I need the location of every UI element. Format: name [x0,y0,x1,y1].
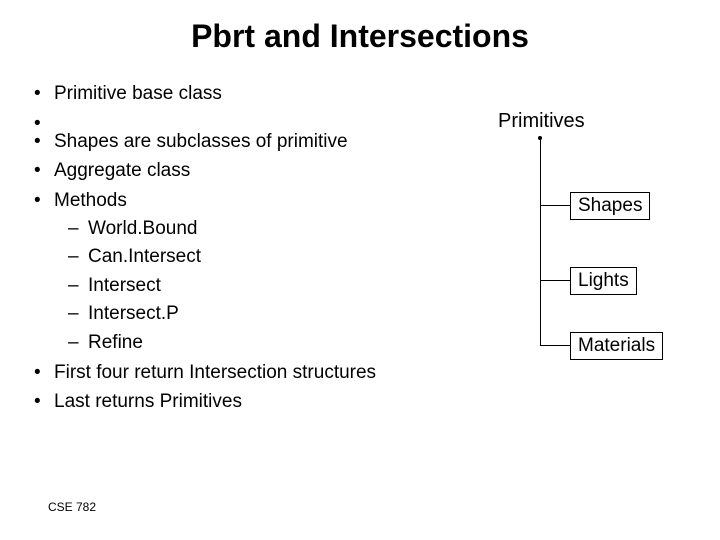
sub-item: Refine [62,330,450,356]
bullet-item: Methods World.Bound Can.Intersect Inters… [30,188,450,356]
bullet-item: Primitive base class [30,81,450,107]
diagram-node-lights: Lights [570,267,637,295]
diagram-hline [540,345,570,346]
methods-sublist: World.Bound Can.Intersect Intersect Inte… [54,216,450,356]
footer-course-code: CSE 782 [48,500,96,514]
diagram-hline [540,280,570,281]
bullet-item: Aggregate class [30,158,450,184]
bullet-list: Primitive base class Shapes are subclass… [30,81,450,415]
sub-item: Intersect [62,273,450,299]
diagram-node-materials: Materials [570,332,663,360]
diagram-root-label: Primitives [498,110,585,133]
bullet-item: Shapes are subclasses of primitive [30,129,450,155]
page-title: Pbrt and Intersections [0,0,720,63]
bullet-label: Methods [54,190,127,211]
diagram-hline [540,205,570,206]
diagram-vertical-line [540,138,541,346]
sub-item: Can.Intersect [62,244,450,270]
bullet-item: First four return Intersection structure… [30,360,450,386]
sub-item: Intersect.P [62,301,450,327]
sub-item: World.Bound [62,216,450,242]
class-hierarchy-diagram: Primitives Shapes Lights Materials [480,110,700,410]
spacer [30,111,450,125]
diagram-node-shapes: Shapes [570,192,650,220]
bullet-item: Last returns Primitives [30,389,450,415]
